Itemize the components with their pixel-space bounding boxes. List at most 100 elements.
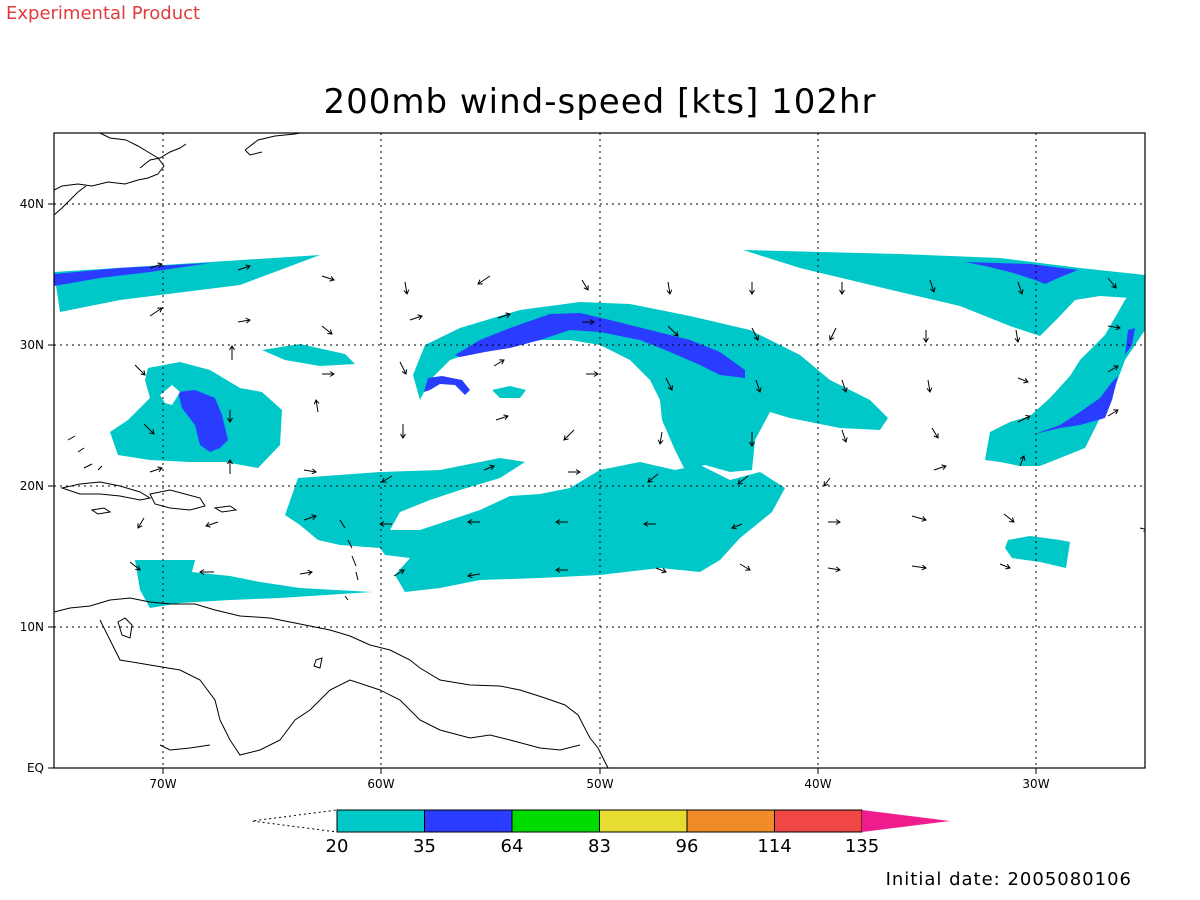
shade-35kt-hook xyxy=(424,376,470,395)
wind-vector-arrow xyxy=(667,325,679,337)
wind-vector-arrow xyxy=(643,521,656,527)
wind-vector-arrow xyxy=(1019,455,1026,467)
wind-vector-arrow xyxy=(1107,365,1119,373)
shade-35kt-blob-w xyxy=(178,390,228,452)
wind-vector-arrow xyxy=(143,423,155,435)
wind-vector-arrow xyxy=(1017,415,1031,423)
shade-35kt-e-arc xyxy=(1035,376,1118,434)
wind-vector-arrow xyxy=(755,379,762,393)
lon-label-60w: 60W xyxy=(367,777,394,791)
wind-vector-arrow xyxy=(829,327,837,341)
wind-vector-arrow xyxy=(1017,281,1024,295)
colorbar-label-64: 64 xyxy=(501,836,524,857)
wind-vector-arrow xyxy=(149,262,163,269)
wind-vector-arrow xyxy=(586,371,599,377)
wind-vector-arrow xyxy=(933,464,947,471)
wind-vector-arrow xyxy=(911,564,927,571)
wind-vector-arrow xyxy=(149,466,163,473)
experimental-product-label: Experimental Product xyxy=(6,3,201,24)
shade-20kt-south-band xyxy=(285,458,785,592)
wind-vector-arrow xyxy=(1107,409,1119,417)
shade-35kt-jet-nw xyxy=(54,263,210,286)
wind-vector-arrow xyxy=(581,279,589,291)
shade-20kt-streak-c xyxy=(492,386,526,398)
wind-vector-arrow xyxy=(657,431,664,445)
wind-vector-arrow xyxy=(149,307,163,317)
shade-hole-west xyxy=(160,385,180,405)
wind-vector-arrow xyxy=(322,371,335,377)
wind-vector-arrow xyxy=(483,464,495,471)
colorbar-bin-83-96 xyxy=(599,809,688,833)
wind-vector-arrow xyxy=(237,264,251,271)
wind-vector-arrow xyxy=(828,519,841,525)
coast-newfoundland xyxy=(244,133,301,156)
initial-date-label: Initial date: 2005080106 xyxy=(885,869,1132,890)
colorbar-label-35: 35 xyxy=(413,836,436,857)
wind-vector-arrow xyxy=(931,427,939,439)
wind-vector-arrow xyxy=(563,429,575,441)
colorbar-label-135: 135 xyxy=(845,836,879,857)
wind-vector-arrow xyxy=(403,281,410,295)
wind-vector-arrow xyxy=(841,429,848,443)
wind-vector-arrow xyxy=(467,572,481,579)
wind-vector-arrow xyxy=(827,566,841,573)
wind-vector-arrow xyxy=(999,563,1011,570)
wind-vector-arrow xyxy=(237,317,251,324)
wind-vector-arrow xyxy=(379,521,392,527)
wind-vector-arrow xyxy=(303,468,317,475)
axis-ticks xyxy=(48,203,1037,774)
grid-lines xyxy=(54,133,1145,768)
colorbar-label-83: 83 xyxy=(588,836,611,857)
wind-vector-arrow xyxy=(321,275,335,282)
coast-lesser-antilles xyxy=(339,519,359,601)
wind-vector-arrow xyxy=(493,359,505,367)
wind-vector-arrow xyxy=(495,414,509,421)
colorbar-bin-20-35 xyxy=(336,809,425,833)
shade-20kt-ne xyxy=(743,250,1145,336)
wind-vector-arrow xyxy=(1017,377,1029,384)
wind-vector-arrow xyxy=(299,569,313,576)
colorbar-upper-extension xyxy=(862,810,950,832)
wind-vector-arrow xyxy=(665,377,673,391)
coast-south-america xyxy=(54,597,609,768)
wind-vector-arrow xyxy=(199,569,214,575)
shade-20kt-se-patch xyxy=(1005,536,1070,568)
coast-trinidad xyxy=(313,657,323,669)
colorbar: 20 35 64 83 96 114 135 xyxy=(251,809,950,857)
wind-vector-arrow xyxy=(467,519,480,525)
lat-label-10n: 10N xyxy=(20,620,44,634)
shade-35kt-horseshoe xyxy=(455,313,745,378)
shade-20kt-jet-nw xyxy=(54,255,320,312)
wind-vector-arrow xyxy=(400,424,406,439)
coast-lake-maracaibo xyxy=(117,617,133,639)
shade-35kt-ne xyxy=(965,262,1078,284)
wind-vector-arrow xyxy=(555,567,568,573)
wind-vector-arrow xyxy=(1003,513,1015,523)
wind-vector-arrow xyxy=(911,515,927,522)
coast-nova-scotia xyxy=(139,143,187,169)
wind-vector-arrow xyxy=(929,279,936,293)
wind-vector-arrow xyxy=(582,319,595,325)
coast-south-america-interior xyxy=(99,619,581,756)
colorbar-bin-64-83 xyxy=(511,809,600,833)
coast-hispaniola xyxy=(149,489,206,511)
lon-label-40w: 40W xyxy=(804,777,831,791)
wind-vector-arrow xyxy=(321,325,333,335)
wind-vector-arrow xyxy=(1107,277,1117,289)
wind-vector-arrow xyxy=(393,569,405,577)
wind-vector-arrow xyxy=(137,517,145,529)
wind-vector-arrow xyxy=(751,327,759,341)
colorbar-label-114: 114 xyxy=(757,836,791,857)
wind-vector-arrow xyxy=(926,379,933,393)
shade-20kt-streak-w xyxy=(262,344,355,366)
coast-jamaica xyxy=(90,507,112,515)
wind-vector-arrow xyxy=(313,399,320,413)
wind-vector-arrow xyxy=(381,475,393,483)
wind-vector-arrow xyxy=(749,282,755,295)
lat-label-30n: 30N xyxy=(20,338,44,352)
wind-vector-arrow xyxy=(647,473,659,483)
wind-vector-arrow xyxy=(409,314,423,321)
wind-vector-arrow xyxy=(923,330,929,343)
wind-vector-arrow xyxy=(749,432,755,447)
wind-vector-arrow xyxy=(227,410,233,423)
